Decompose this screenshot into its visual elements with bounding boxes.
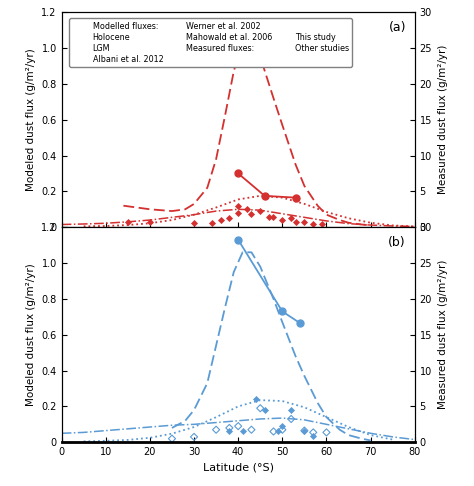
Point	[261, 406, 268, 414]
X-axis label: Latitude (°S): Latitude (°S)	[203, 463, 273, 473]
Point	[301, 427, 308, 434]
Text: (a): (a)	[388, 21, 406, 34]
Point	[247, 426, 255, 434]
Point	[252, 396, 260, 403]
Point	[226, 427, 233, 434]
Point	[247, 210, 255, 218]
Y-axis label: Measured dust flux (g/m²/yr): Measured dust flux (g/m²/yr)	[438, 45, 447, 194]
Y-axis label: Modeled dust flux (g/m²/yr): Modeled dust flux (g/m²/yr)	[26, 263, 36, 406]
Legend: Modelled fluxes:, Holocene, LGM, Albani et al. 2012, Werner et al. 2002, Mahowal: Modelled fluxes:, Holocene, LGM, Albani …	[69, 18, 352, 67]
Point	[146, 218, 154, 226]
Point	[301, 218, 308, 226]
Point	[292, 218, 300, 226]
Point	[310, 220, 317, 227]
Point	[279, 426, 286, 434]
Point	[310, 432, 317, 440]
Point	[310, 429, 317, 436]
Point	[270, 428, 277, 435]
Point	[234, 209, 242, 217]
Point	[318, 220, 326, 227]
Point	[256, 207, 264, 215]
Point	[265, 213, 273, 221]
Point	[287, 415, 295, 423]
Point	[270, 213, 277, 221]
Point	[168, 435, 176, 443]
Point	[256, 404, 264, 412]
Y-axis label: Modeled dust flux (g/m²/yr): Modeled dust flux (g/m²/yr)	[26, 48, 36, 191]
Point	[190, 433, 198, 441]
Point	[239, 427, 246, 434]
Point	[208, 219, 216, 226]
Point	[279, 216, 286, 224]
Point	[226, 424, 233, 432]
Point	[279, 422, 286, 430]
Text: (b): (b)	[388, 236, 406, 249]
Point	[287, 406, 295, 414]
Point	[212, 426, 220, 434]
Point	[243, 206, 251, 213]
Y-axis label: Measured dust flux (g/m²/yr): Measured dust flux (g/m²/yr)	[438, 260, 447, 409]
Point	[124, 218, 132, 226]
Point	[190, 219, 198, 226]
Point	[234, 422, 242, 430]
Point	[234, 202, 242, 209]
Point	[301, 427, 308, 434]
Point	[274, 427, 282, 434]
Point	[217, 216, 224, 224]
Point	[323, 429, 330, 436]
Point	[226, 214, 233, 222]
Point	[287, 214, 295, 222]
